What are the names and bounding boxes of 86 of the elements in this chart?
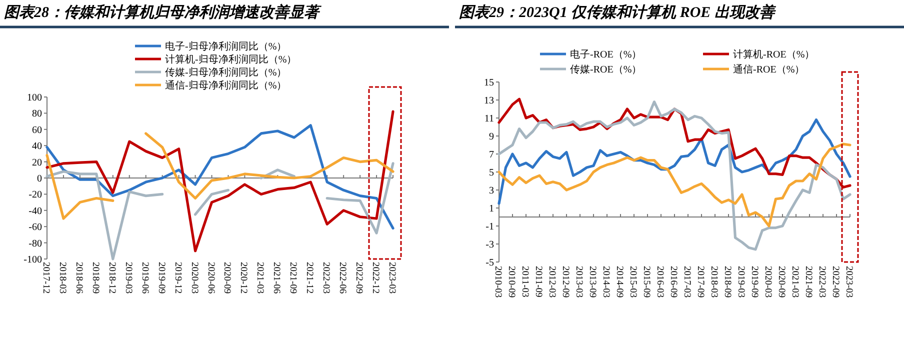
x-tick-label: 2016-03: [654, 266, 664, 298]
x-tick-label: 2023-03: [386, 262, 396, 294]
x-tick-label: 2022-06: [337, 262, 348, 294]
x-tick-label: 2020-03: [188, 262, 199, 294]
x-tick-label: 2022-09: [830, 266, 840, 298]
y-tick-label: -60: [28, 222, 42, 234]
x-tick-label: 2022-09: [354, 262, 364, 294]
x-tick-label: 2021-12: [304, 262, 314, 294]
chart-title: 图表28：传媒和计算机归母净利润增速改善显著: [4, 3, 322, 21]
y-tick-label: 7: [489, 150, 494, 160]
y-tick-label: 5: [489, 168, 494, 178]
x-tick-label: 2022-03: [816, 266, 826, 298]
x-tick-label: 2010-09: [506, 266, 516, 298]
line-series: [46, 110, 394, 252]
x-tick-label: 2016-09: [668, 266, 678, 298]
x-tick-label: 2019-09: [156, 262, 166, 294]
x-tick-label: 2012-03: [546, 266, 556, 298]
y-tick-label: 80: [32, 108, 42, 120]
legend-label: 计算机-归母净利润同比（%）: [165, 54, 297, 66]
x-tick-label: 2021-06: [271, 262, 282, 294]
x-tick-label: 2020-03: [762, 266, 772, 298]
legend-label: 通信-归母净利润同比（%）: [165, 80, 287, 92]
x-tick-label: 2012-09: [560, 266, 570, 298]
x-tick-label: 2010-03: [492, 266, 502, 298]
y-tick-label: 60: [32, 124, 42, 136]
line-series: [498, 142, 852, 228]
x-tick-label: 2014-03: [600, 266, 610, 298]
x-tick-label: 2013-03: [574, 266, 584, 298]
x-tick-label: 2015-09: [641, 266, 651, 298]
legend-label: 电子-ROE（%）: [570, 48, 642, 60]
y-tick-label: -1: [486, 222, 494, 232]
x-tick-label: 2019-09: [749, 266, 759, 298]
x-tick-label: 2018-12: [106, 262, 116, 294]
y-tick-label: 11: [484, 114, 494, 124]
y-tick-label: -5: [486, 258, 494, 268]
x-tick-label: 2023-03: [844, 266, 854, 298]
y-tick-label: 40: [32, 141, 42, 152]
y-tick-label: 3: [489, 186, 494, 196]
y-tick-label: -20: [28, 190, 42, 201]
y-tick-label: -3: [486, 240, 494, 250]
line-series: [498, 100, 852, 251]
x-tick-label: 2018-09: [90, 262, 100, 294]
x-tick-label: 2019-06: [139, 262, 150, 294]
x-tick-label: 2017-09: [695, 266, 705, 298]
x-tick-label: 2019-03: [122, 262, 133, 294]
legend-label: 通信-ROE（%）: [733, 64, 805, 76]
x-tick-label: 2013-09: [587, 266, 597, 298]
x-tick-label: 2020-09: [222, 262, 232, 294]
x-tick-label: 2011-09: [533, 266, 543, 298]
chart-title: 图表29：2023Q1 仅传媒和计算机 ROE 出现改善: [459, 3, 776, 21]
x-tick-label: 2019-12: [172, 262, 182, 294]
x-tick-label: 2015-03: [628, 266, 638, 298]
y-tick-label: -100: [24, 254, 42, 266]
y-tick-label: 0: [37, 174, 42, 184]
legend-label: 电子-归母净利润同比（%）: [165, 40, 287, 52]
x-tick-label: 2018-09: [722, 266, 732, 298]
x-tick-label: 2020-06: [205, 262, 216, 294]
x-tick-label: 2020-12: [238, 262, 248, 294]
y-tick-label: 1: [489, 204, 494, 214]
legend-label: 传媒-ROE（%）: [570, 64, 642, 76]
y-tick-label: 13: [484, 96, 494, 106]
x-tick-label: 2011-03: [520, 266, 530, 298]
x-tick-label: 2018-06: [73, 262, 84, 294]
y-tick-label: -80: [28, 238, 42, 250]
y-tick-label: 9: [489, 132, 494, 142]
y-tick-label: -40: [28, 206, 42, 217]
legend-label: 传媒-归母净利润同比（%）: [165, 66, 287, 78]
x-tick-label: 2021-03: [790, 266, 800, 298]
line-series: [498, 118, 852, 205]
x-tick-label: 2019-03: [736, 266, 746, 298]
x-tick-label: 2017-03: [682, 266, 692, 298]
y-tick-label: 100: [27, 92, 42, 104]
legend-label: 计算机-ROE（%）: [733, 48, 815, 60]
x-tick-label: 2021-09: [288, 262, 298, 294]
line-series: [46, 124, 394, 230]
x-tick-label: 2017-12: [40, 262, 50, 294]
x-tick-label: 2018-03: [56, 262, 67, 294]
y-tick-label: 15: [484, 78, 494, 88]
x-tick-label: 2021-03: [254, 262, 265, 294]
x-tick-label: 2022-03: [320, 262, 331, 294]
x-tick-label: 2022-12: [370, 262, 380, 294]
x-tick-label: 2020-09: [776, 266, 786, 298]
x-tick-label: 2021-09: [803, 266, 813, 298]
x-tick-label: 2014-09: [614, 266, 624, 298]
y-tick-label: 20: [32, 157, 42, 168]
x-tick-label: 2018-03: [708, 266, 718, 298]
